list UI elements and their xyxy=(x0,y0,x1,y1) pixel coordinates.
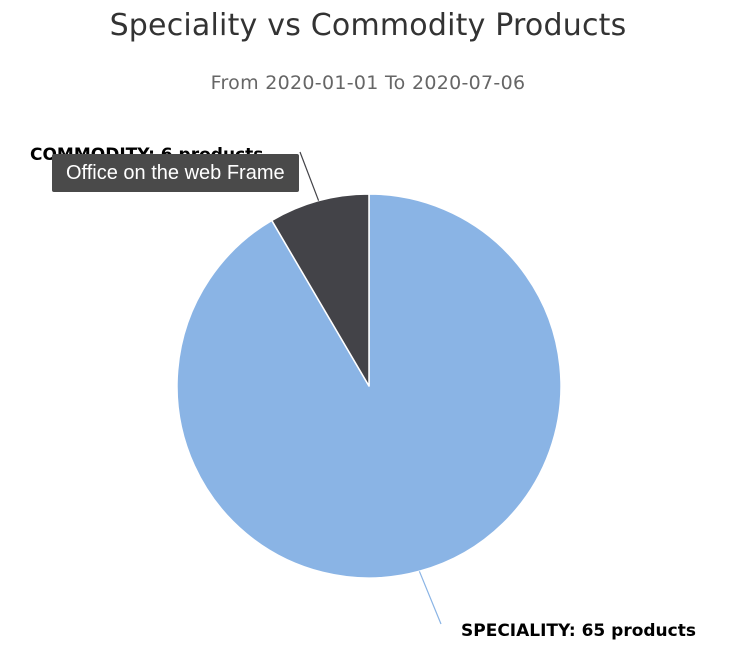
connector-speciality xyxy=(418,570,442,625)
connector-commodity xyxy=(299,151,320,201)
tooltip: Office on the web Frame xyxy=(52,154,299,192)
chart-subtitle: From 2020-01-01 To 2020-07-06 xyxy=(210,72,526,94)
data-label-speciality: SPECIALITY: 65 products xyxy=(461,621,696,641)
pie-connectors xyxy=(299,151,442,625)
pie-slice-commodity[interactable] xyxy=(271,193,370,387)
pie-slices xyxy=(176,193,562,579)
chart-title: Speciality vs Commodity Products xyxy=(109,8,627,43)
